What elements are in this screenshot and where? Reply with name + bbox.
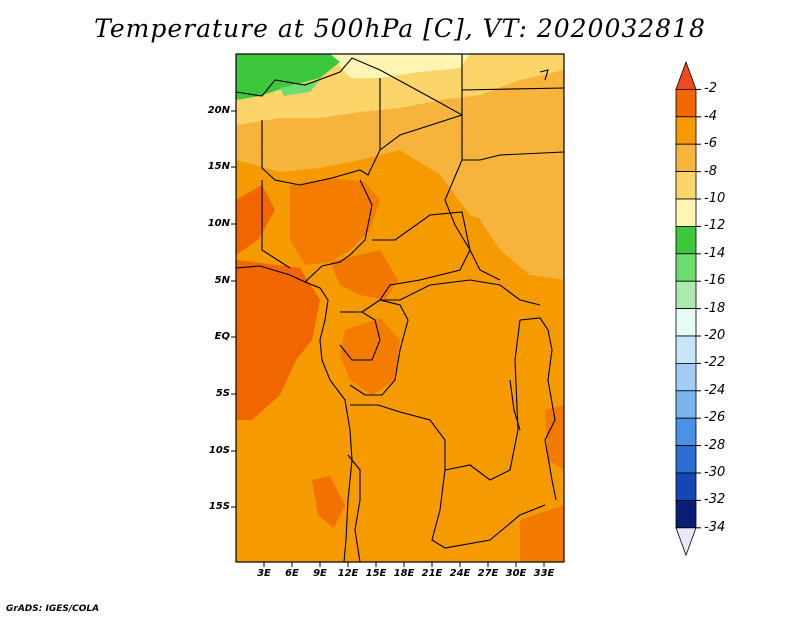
colorbar-swatch — [675, 280, 697, 310]
colorbar-swatch — [675, 171, 697, 200]
lat-label-15s: 15S — [208, 501, 230, 512]
colorbar-swatch — [675, 417, 697, 447]
colorbar-swatch — [675, 116, 697, 145]
colorbar-swatch — [675, 308, 697, 337]
colorbar-label: -12 — [704, 218, 726, 234]
lon-label-21e: 21E — [421, 568, 443, 579]
lon-label-15e: 15E — [365, 568, 387, 579]
colorbar-label: -30 — [704, 465, 726, 480]
colorbar-label: -18 — [704, 300, 726, 316]
colorbar-label: -14 — [704, 245, 726, 261]
colorbar-label: -24 — [704, 382, 726, 398]
colorbar-label: -20 — [704, 328, 726, 343]
colorbar-label: -10 — [704, 191, 726, 206]
footer-credit: GrADS: IGES/COLA — [6, 604, 100, 614]
colorbar-label: -2 — [704, 81, 717, 97]
axis-ticks — [231, 110, 545, 567]
lon-label-3e: 3E — [257, 568, 271, 579]
colorbar-label: -32 — [704, 492, 726, 508]
lon-label-33e: 33E — [533, 568, 555, 579]
lat-label-10n: 10N — [207, 218, 230, 229]
temperature-field — [236, 54, 564, 562]
lat-label-10s: 10S — [208, 445, 230, 456]
colorbar-swatch — [675, 362, 697, 392]
colorbar-swatch — [675, 225, 697, 255]
colorbar-swatch — [675, 198, 697, 227]
colorbar-label: -28 — [704, 437, 726, 453]
lat-label-5n: 5N — [214, 275, 230, 286]
lat-label-15n: 15N — [207, 161, 230, 172]
colorbar-swatch — [675, 472, 697, 501]
colorbar-swatch — [675, 253, 697, 282]
colorbar-swatch — [675, 390, 697, 419]
colorbar-label: -22 — [704, 355, 726, 371]
colorbar-label: -16 — [704, 273, 726, 289]
lon-label-24e: 24E — [449, 568, 471, 579]
lat-label-20n: 20N — [207, 105, 230, 116]
chart-title: Temperature at 500hPa [C], VT: 202003281… — [94, 14, 706, 43]
colorbar-swatch — [675, 143, 697, 172]
lon-label-12e: 12E — [337, 568, 359, 579]
lat-label-eq: EQ — [214, 331, 230, 342]
colorbar-label: -4 — [704, 108, 717, 124]
lon-label-9e: 9E — [313, 568, 327, 579]
colorbar-label: -8 — [704, 163, 717, 179]
colorbar-swatch — [675, 60, 697, 90]
colorbar-label: -6 — [704, 136, 717, 152]
colorbar-swatch — [675, 527, 697, 557]
country-borders — [236, 54, 564, 562]
lon-label-6e: 6E — [285, 568, 299, 579]
colorbar-label: -34 — [704, 519, 726, 535]
lon-label-27e: 27E — [477, 568, 499, 579]
lon-label-30e: 30E — [505, 568, 527, 579]
colorbar-swatch — [675, 499, 697, 529]
colorbar-swatch — [675, 445, 697, 474]
colorbar-swatch — [675, 89, 697, 118]
lon-label-18e: 18E — [393, 568, 415, 579]
lat-label-5s: 5S — [215, 388, 230, 399]
map-frame — [235, 53, 565, 563]
colorbar-swatch — [675, 335, 697, 364]
colorbar-label: -26 — [704, 410, 726, 426]
